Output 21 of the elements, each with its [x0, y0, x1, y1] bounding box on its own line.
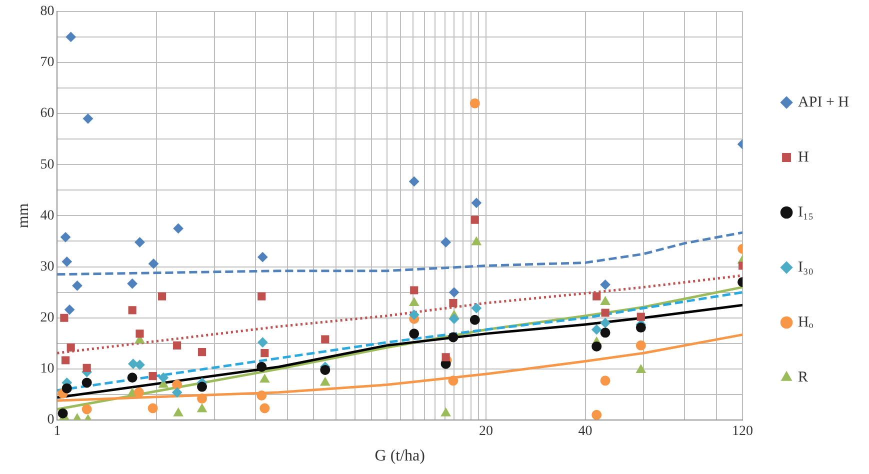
x-tick-label: 1: [54, 424, 61, 440]
x-axis-title: G (t/ha): [374, 448, 425, 465]
x-tick-label: 40: [578, 424, 592, 440]
legend-label: I₁₅: [798, 204, 814, 220]
y-tick-label: 70: [40, 55, 54, 70]
legend-label: I₃₀: [798, 259, 814, 276]
legend-label: Hₒ: [798, 314, 814, 330]
legend-label: R: [798, 369, 808, 386]
legend-label: H: [798, 149, 810, 166]
x-tick-label: 120: [732, 424, 754, 440]
y-tick-label: 30: [40, 259, 54, 274]
y-tick-label: 60: [40, 106, 54, 122]
y-tick-label: 10: [40, 362, 54, 377]
y-tick-label: 50: [40, 157, 54, 172]
y-tick-label: 80: [40, 4, 54, 20]
y-tick-label: 40: [40, 208, 54, 224]
legend-label: API + H: [798, 94, 850, 110]
y-tick-label: 0: [47, 412, 54, 428]
y-tick-label: 20: [40, 310, 54, 326]
x-tick-label: 20: [479, 424, 494, 440]
y-axis-title: mm: [14, 202, 32, 228]
